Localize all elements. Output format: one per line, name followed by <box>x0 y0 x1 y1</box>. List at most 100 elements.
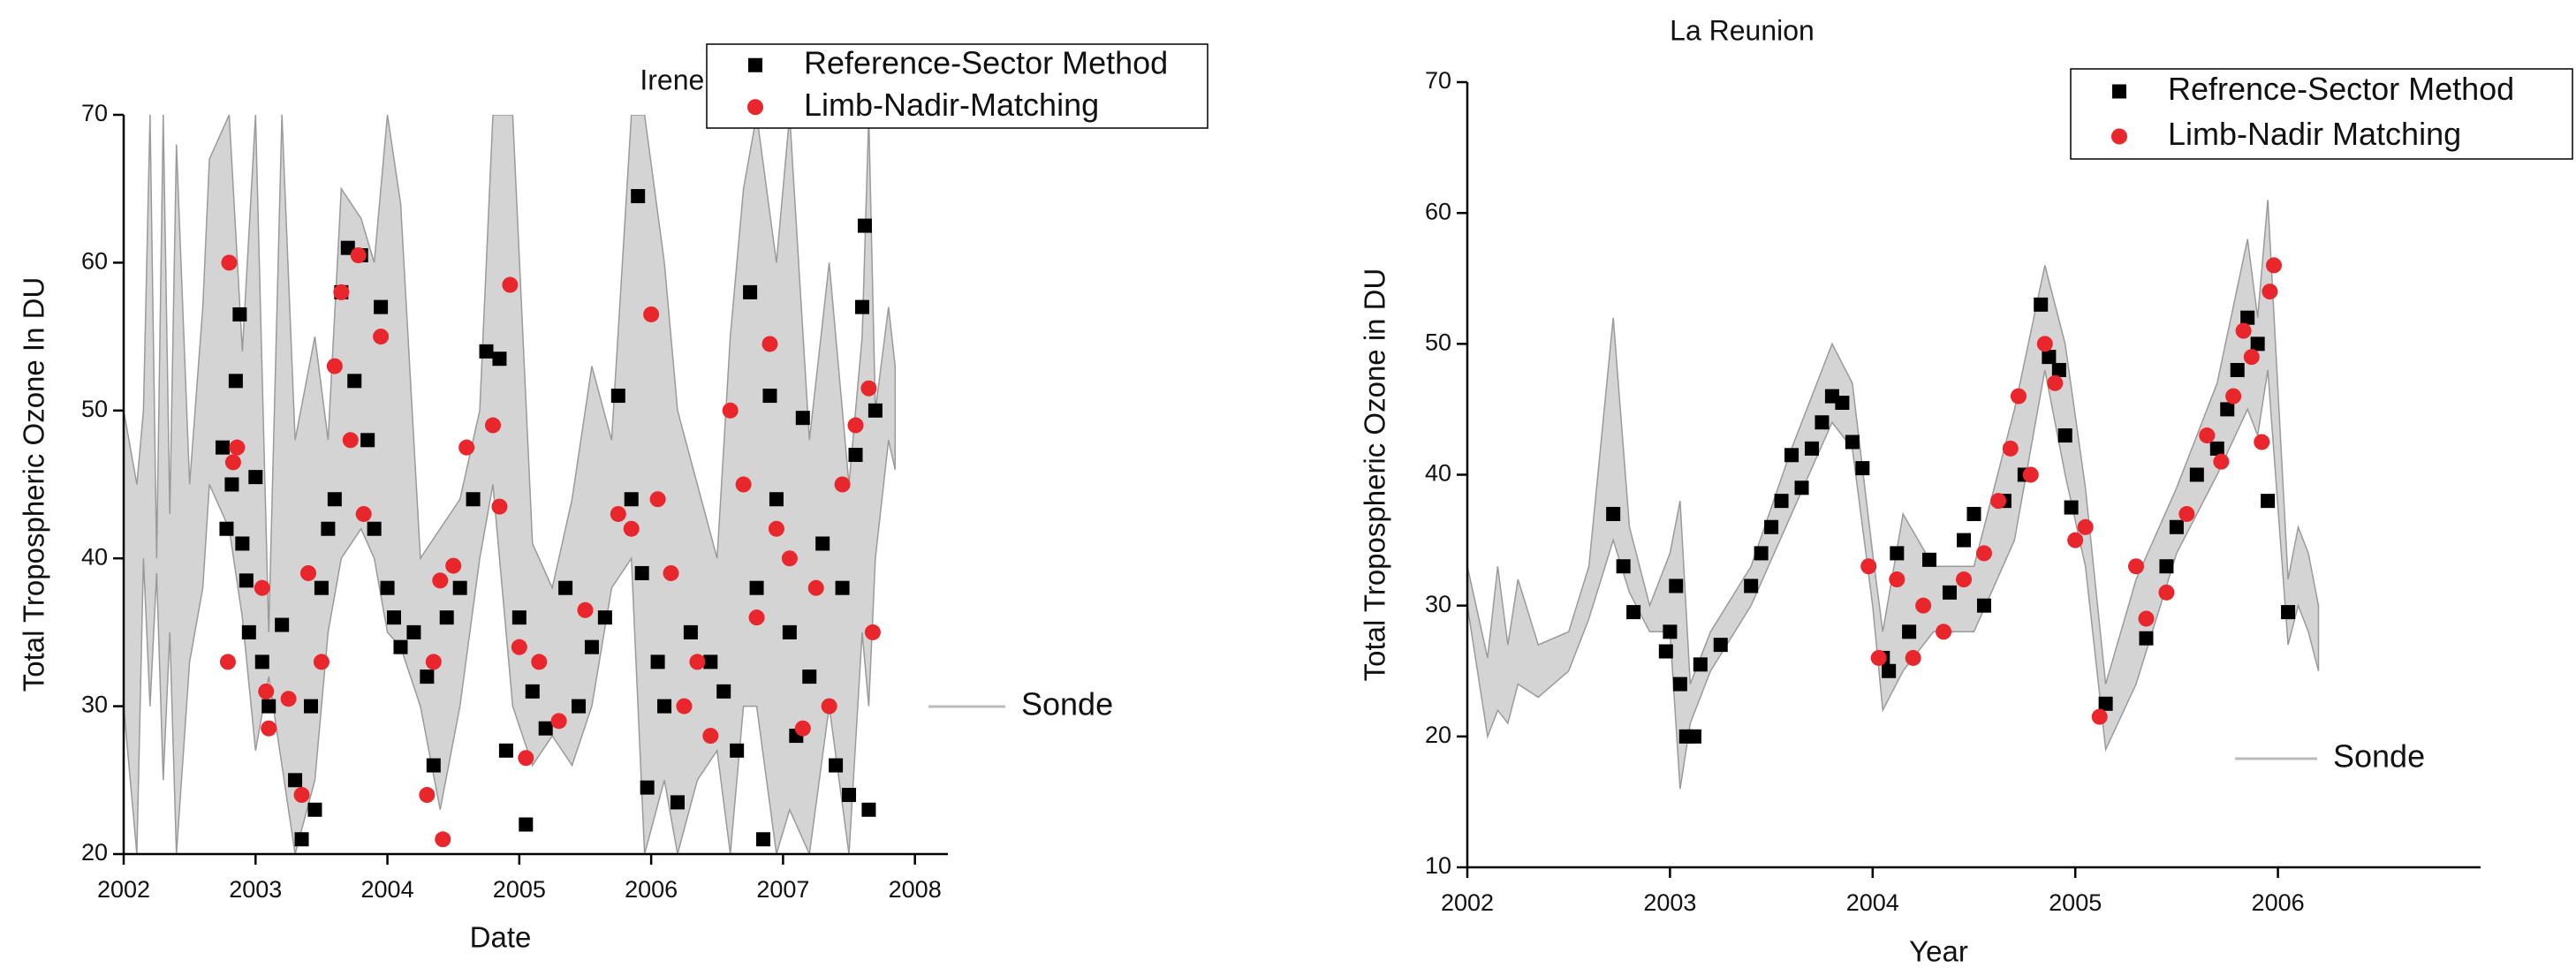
point <box>761 336 778 352</box>
point <box>794 720 811 737</box>
point <box>1686 729 1701 744</box>
point <box>2138 610 2155 627</box>
point <box>2189 467 2204 482</box>
point <box>232 306 247 321</box>
point <box>531 654 548 670</box>
point <box>1890 546 1905 561</box>
point <box>769 492 784 507</box>
point <box>492 352 507 367</box>
point <box>756 832 771 847</box>
point <box>634 565 649 580</box>
legend-label: Sonde <box>1021 686 1113 722</box>
point <box>650 654 665 669</box>
point <box>333 284 350 300</box>
point <box>584 639 599 654</box>
point <box>1626 605 1641 620</box>
point <box>1764 519 1779 534</box>
point <box>275 617 290 632</box>
point <box>1744 579 1759 594</box>
point <box>340 240 355 255</box>
point <box>663 564 679 581</box>
point <box>610 389 625 404</box>
point <box>219 521 234 536</box>
point <box>623 520 640 537</box>
point <box>847 417 864 434</box>
point <box>498 743 513 758</box>
point <box>2262 284 2278 300</box>
point <box>1606 506 1621 521</box>
point <box>439 610 454 625</box>
point <box>293 787 310 804</box>
point <box>313 654 330 670</box>
point <box>342 432 359 449</box>
point <box>670 795 685 810</box>
point <box>1774 494 1789 509</box>
point <box>782 624 797 639</box>
point <box>511 639 527 655</box>
point <box>2098 696 2113 711</box>
point <box>802 669 817 684</box>
point <box>303 699 318 714</box>
y-tick-label: 30 <box>81 692 108 718</box>
point <box>2077 518 2094 535</box>
point <box>2002 440 2019 457</box>
point <box>2250 337 2265 352</box>
point <box>519 817 534 832</box>
point <box>1976 598 1991 613</box>
point <box>768 520 784 537</box>
point <box>861 802 876 817</box>
y-tick-label: 70 <box>1425 67 1451 94</box>
point <box>261 699 277 714</box>
point <box>2254 434 2270 450</box>
point <box>1784 448 1799 463</box>
point <box>676 698 693 715</box>
point <box>649 491 666 508</box>
point <box>224 477 239 492</box>
x-tick-label: 2006 <box>2252 889 2305 916</box>
point <box>258 683 275 700</box>
point <box>815 536 830 551</box>
point <box>518 750 534 767</box>
x-axis-label: Date <box>470 921 532 954</box>
y-tick-label: 30 <box>1425 591 1451 617</box>
point <box>307 802 322 817</box>
point <box>730 743 745 758</box>
point <box>795 411 810 426</box>
point <box>452 580 467 595</box>
x-tick-label: 2005 <box>2049 889 2102 916</box>
legend-label: Limb-Nadir-Matching <box>804 87 1099 123</box>
point <box>2240 310 2255 325</box>
point <box>781 550 798 567</box>
point <box>538 721 553 736</box>
point <box>367 521 382 536</box>
legend-marker <box>2111 128 2127 145</box>
point <box>743 284 758 299</box>
point <box>314 580 329 595</box>
point <box>1845 435 1860 450</box>
point <box>2261 494 2276 509</box>
point <box>374 299 389 314</box>
point <box>735 476 752 493</box>
point <box>525 684 540 699</box>
point <box>749 580 764 595</box>
point <box>1990 493 2007 510</box>
point <box>807 579 824 596</box>
point <box>2159 559 2174 574</box>
point <box>420 669 435 684</box>
point <box>1663 624 1678 639</box>
x-tick-label: 2004 <box>1846 889 1899 916</box>
y-axis-label: Total Tropospheric Ozone In DU <box>18 277 50 692</box>
chart-title: La Reunion <box>1670 14 1815 46</box>
y-tick-label: 20 <box>1425 722 1451 748</box>
point <box>1713 638 1728 653</box>
point <box>860 380 877 397</box>
point <box>1942 585 1957 600</box>
y-tick-label: 20 <box>81 839 108 866</box>
point <box>288 773 303 788</box>
point <box>350 247 367 264</box>
point <box>228 374 243 389</box>
point <box>321 521 336 536</box>
x-tick-label: 2008 <box>889 876 942 903</box>
point <box>299 564 316 581</box>
point <box>1975 545 1992 562</box>
